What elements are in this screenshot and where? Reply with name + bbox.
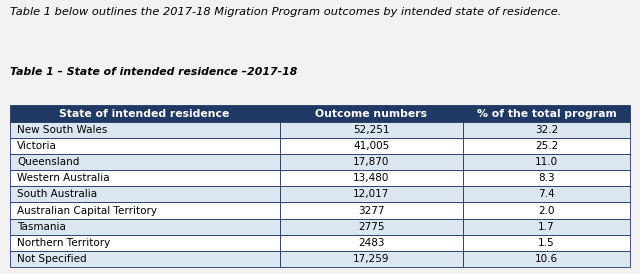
Text: Victoria: Victoria	[17, 141, 57, 151]
Text: % of the total program: % of the total program	[477, 109, 616, 119]
Text: 11.0: 11.0	[535, 157, 558, 167]
Text: 3277: 3277	[358, 206, 385, 216]
Text: 32.2: 32.2	[535, 125, 558, 135]
Text: Northern Territory: Northern Territory	[17, 238, 111, 248]
Text: 2483: 2483	[358, 238, 385, 248]
Text: 10.6: 10.6	[535, 254, 558, 264]
Text: 17,259: 17,259	[353, 254, 390, 264]
Text: 7.4: 7.4	[538, 189, 555, 199]
Text: Queensland: Queensland	[17, 157, 79, 167]
Text: South Australia: South Australia	[17, 189, 97, 199]
Text: State of intended residence: State of intended residence	[60, 109, 230, 119]
Text: 13,480: 13,480	[353, 173, 389, 183]
Text: 17,870: 17,870	[353, 157, 389, 167]
Text: Tasmania: Tasmania	[17, 222, 66, 232]
Text: Australian Capital Territory: Australian Capital Territory	[17, 206, 157, 216]
Text: New South Wales: New South Wales	[17, 125, 108, 135]
Text: Western Australia: Western Australia	[17, 173, 110, 183]
Text: 2775: 2775	[358, 222, 385, 232]
Text: 8.3: 8.3	[538, 173, 555, 183]
Text: 1.5: 1.5	[538, 238, 555, 248]
Text: Table 1 below outlines the 2017-18 Migration Program outcomes by intended state : Table 1 below outlines the 2017-18 Migra…	[10, 7, 561, 17]
Text: 1.7: 1.7	[538, 222, 555, 232]
Text: Table 1 – State of intended residence –2017-18: Table 1 – State of intended residence –2…	[10, 67, 297, 77]
Text: Outcome numbers: Outcome numbers	[316, 109, 428, 119]
Text: 25.2: 25.2	[535, 141, 558, 151]
Text: 12,017: 12,017	[353, 189, 389, 199]
Text: Not Specified: Not Specified	[17, 254, 87, 264]
Text: 52,251: 52,251	[353, 125, 390, 135]
Text: 2.0: 2.0	[538, 206, 555, 216]
Text: 41,005: 41,005	[353, 141, 389, 151]
